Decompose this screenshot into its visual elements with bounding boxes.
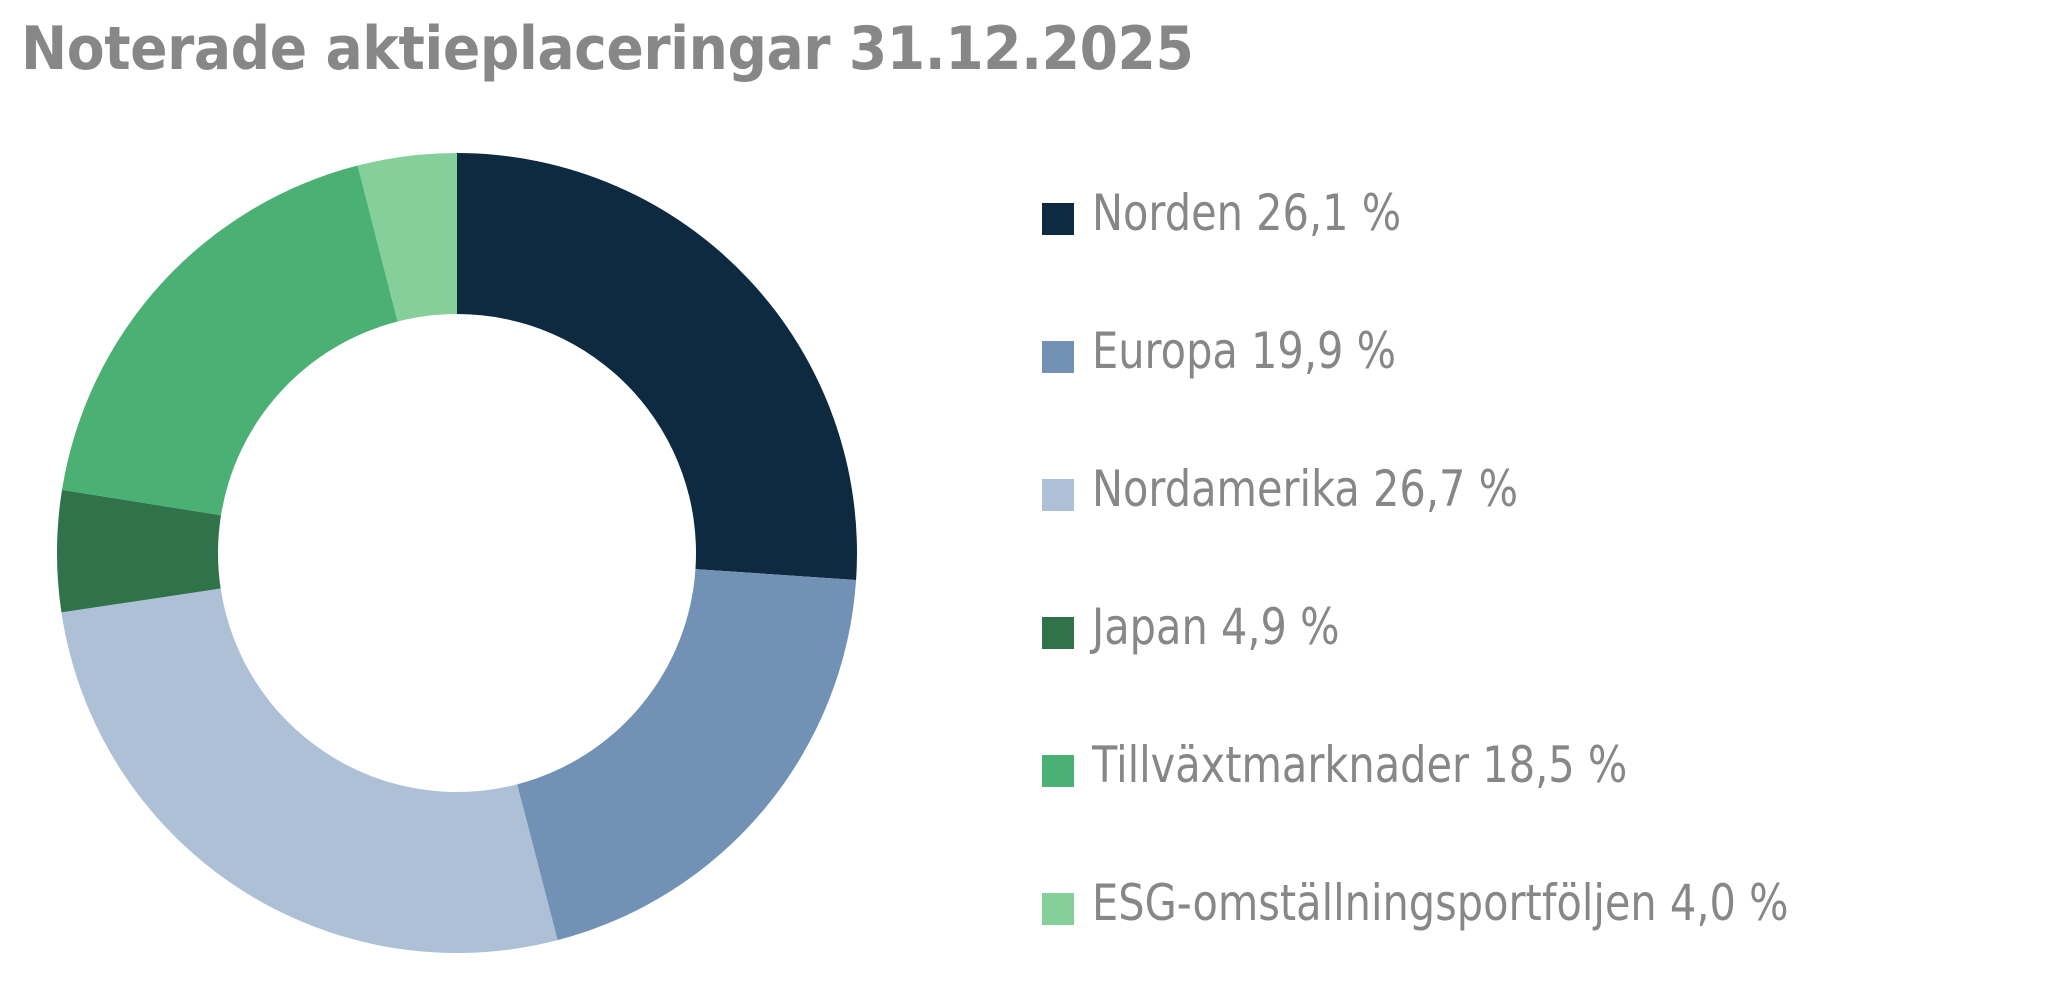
donut-segment-tillv-xtmarknader [62, 165, 398, 516]
donut-segment-japan [57, 489, 221, 613]
legend-swatch [1042, 893, 1074, 925]
donut-segment-esg-omst-llningsportf-ljen [357, 153, 457, 322]
legend-swatch [1042, 755, 1074, 787]
legend-swatch [1042, 203, 1074, 235]
donut-segment-norden [457, 153, 857, 580]
legend-label: Norden 26,1 % [1092, 184, 1402, 242]
legend-swatch [1042, 341, 1074, 373]
legend-label: Tillväxtmarknader 18,5 % [1092, 736, 1628, 794]
donut-segment-nordamerika [61, 588, 558, 953]
donut-segments [57, 153, 857, 953]
legend-swatch [1042, 617, 1074, 649]
legend-label: ESG-omställningsportföljen 4,0 % [1092, 874, 1789, 932]
donut-segment-europa [517, 569, 857, 941]
legend-swatch [1042, 479, 1074, 511]
legend-label: Europa 19,9 % [1092, 322, 1397, 380]
donut-chart [57, 153, 857, 953]
chart-title: Noterade aktieplaceringar 31.12.2025 [21, 14, 1194, 84]
legend-label: Nordamerika 26,7 % [1092, 460, 1519, 518]
legend-label: Japan 4,9 % [1092, 598, 1340, 656]
